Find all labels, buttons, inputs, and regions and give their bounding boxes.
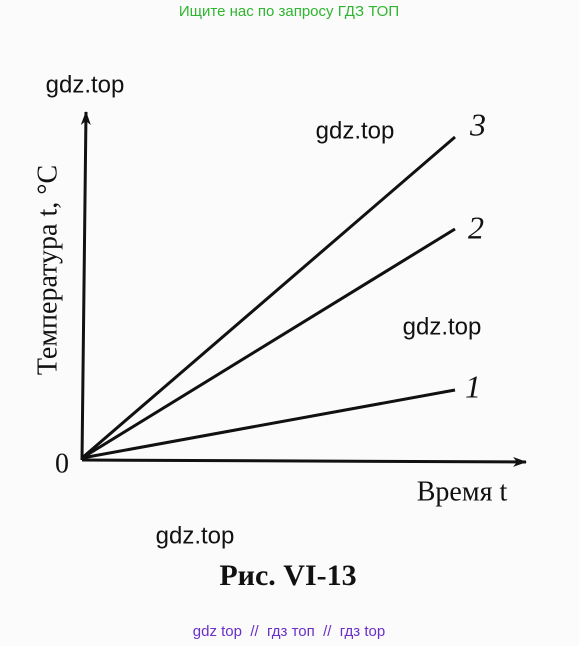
watermark: gdz.top: [156, 522, 235, 549]
footer-text: gdz top // гдз топ // гдз top: [193, 623, 385, 640]
header-text: Ищите нас по запросу ГДЗ ТОП: [179, 3, 399, 20]
watermark: gdz.top: [316, 117, 395, 144]
x-axis: [81, 456, 527, 467]
y-axis-label: Температура t, °C: [32, 165, 63, 375]
y-axis: [80, 111, 91, 461]
line-3: [81, 135, 456, 460]
watermark: gdz.top: [403, 313, 482, 340]
origin-label: 0: [55, 448, 69, 479]
line-2: [81, 227, 456, 460]
line-label: 3: [469, 106, 486, 142]
line-1: [81, 388, 456, 460]
watermark: gdz.top: [46, 71, 125, 98]
x-axis-label: Время t: [417, 476, 508, 507]
line-label: 2: [468, 209, 484, 245]
line-label: 1: [465, 368, 481, 404]
figure: [80, 111, 527, 467]
caption: Рис. VI-13: [219, 559, 356, 592]
